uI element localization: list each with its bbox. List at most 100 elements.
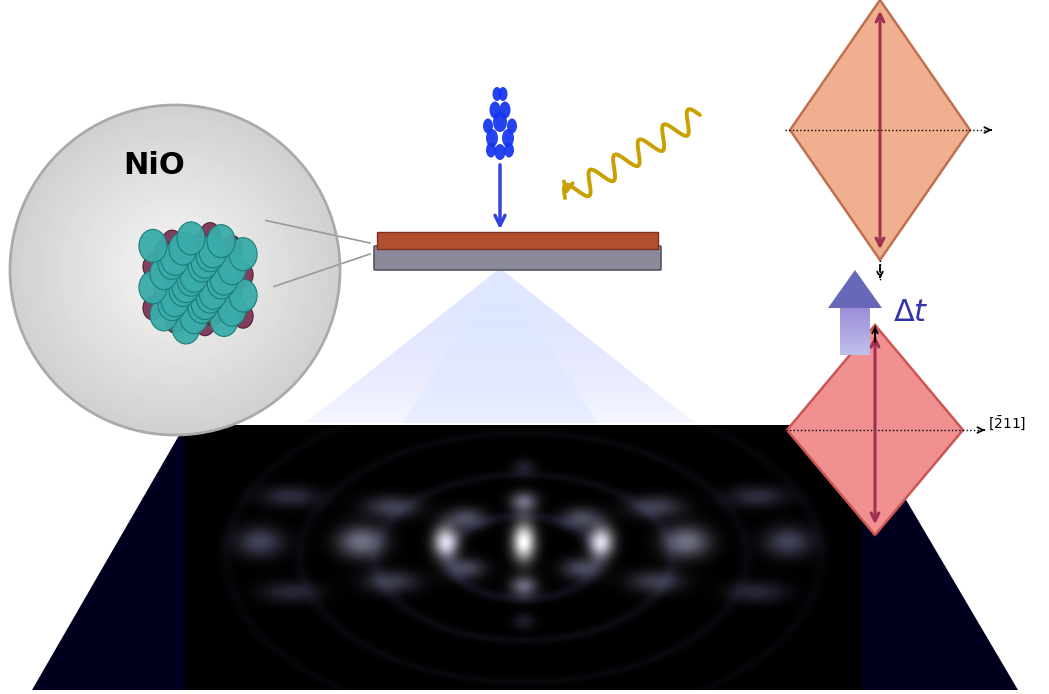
Polygon shape	[33, 425, 1018, 690]
Polygon shape	[315, 413, 685, 415]
Polygon shape	[397, 348, 604, 350]
Bar	[840, 335, 870, 336]
Ellipse shape	[138, 271, 167, 304]
Polygon shape	[392, 350, 607, 353]
Polygon shape	[493, 271, 507, 273]
Circle shape	[33, 127, 318, 413]
Ellipse shape	[176, 295, 196, 319]
Ellipse shape	[200, 223, 220, 246]
Ellipse shape	[169, 232, 197, 265]
Ellipse shape	[184, 285, 204, 309]
Circle shape	[26, 121, 323, 418]
Ellipse shape	[211, 291, 231, 315]
Circle shape	[48, 144, 301, 396]
Ellipse shape	[172, 311, 200, 344]
Polygon shape	[454, 302, 545, 304]
Bar	[840, 344, 870, 346]
Ellipse shape	[483, 119, 493, 133]
Polygon shape	[465, 294, 536, 296]
Circle shape	[43, 138, 307, 402]
Polygon shape	[412, 335, 587, 338]
Ellipse shape	[177, 222, 205, 255]
Polygon shape	[347, 387, 652, 389]
Ellipse shape	[229, 237, 257, 271]
Polygon shape	[468, 291, 533, 294]
Polygon shape	[354, 382, 646, 384]
Ellipse shape	[165, 309, 185, 333]
Polygon shape	[432, 320, 569, 322]
Ellipse shape	[188, 249, 216, 282]
Polygon shape	[400, 346, 601, 348]
Ellipse shape	[176, 253, 196, 278]
Bar	[840, 337, 870, 339]
Polygon shape	[308, 418, 691, 421]
Ellipse shape	[233, 263, 253, 287]
Polygon shape	[367, 371, 634, 374]
Circle shape	[131, 226, 219, 314]
Ellipse shape	[214, 246, 234, 270]
Ellipse shape	[204, 301, 223, 325]
Bar	[840, 347, 870, 348]
Circle shape	[170, 264, 180, 276]
Circle shape	[120, 215, 230, 325]
Polygon shape	[484, 278, 516, 281]
Ellipse shape	[160, 242, 189, 276]
Circle shape	[82, 176, 269, 364]
Polygon shape	[787, 325, 963, 535]
Polygon shape	[327, 403, 672, 405]
Bar	[840, 325, 870, 327]
Polygon shape	[477, 284, 522, 286]
Polygon shape	[474, 286, 526, 289]
Bar	[840, 350, 870, 351]
Circle shape	[158, 253, 192, 287]
Polygon shape	[422, 328, 578, 330]
Ellipse shape	[207, 225, 235, 257]
Bar	[840, 330, 870, 332]
Polygon shape	[344, 389, 656, 392]
Bar	[840, 332, 870, 334]
Polygon shape	[370, 369, 630, 371]
Bar	[840, 317, 870, 319]
Bar	[840, 353, 870, 354]
Ellipse shape	[210, 303, 238, 337]
Bar	[840, 336, 870, 337]
Polygon shape	[461, 296, 539, 299]
Ellipse shape	[196, 280, 224, 313]
Bar	[377, 232, 658, 249]
Ellipse shape	[211, 250, 231, 274]
Bar	[840, 313, 870, 314]
Polygon shape	[335, 397, 666, 400]
Ellipse shape	[494, 144, 506, 160]
Circle shape	[87, 182, 263, 358]
Polygon shape	[406, 340, 594, 343]
Ellipse shape	[214, 287, 234, 312]
Bar	[840, 310, 870, 312]
Polygon shape	[338, 395, 663, 397]
Polygon shape	[497, 268, 504, 271]
Polygon shape	[828, 270, 882, 308]
Ellipse shape	[486, 129, 498, 147]
Bar	[840, 314, 870, 315]
Bar	[840, 329, 870, 330]
Ellipse shape	[158, 246, 186, 279]
Circle shape	[109, 204, 241, 336]
Polygon shape	[403, 343, 598, 346]
Text: $\Delta t$: $\Delta t$	[893, 296, 928, 328]
Circle shape	[10, 105, 340, 435]
Polygon shape	[471, 289, 530, 291]
Ellipse shape	[180, 301, 208, 334]
Ellipse shape	[196, 239, 224, 272]
Polygon shape	[350, 384, 649, 387]
Polygon shape	[318, 410, 682, 413]
Bar	[840, 341, 870, 342]
Ellipse shape	[162, 271, 181, 296]
Ellipse shape	[192, 233, 212, 257]
FancyBboxPatch shape	[374, 246, 661, 270]
Ellipse shape	[233, 304, 253, 328]
Polygon shape	[389, 353, 611, 356]
Bar	[840, 316, 870, 317]
Ellipse shape	[158, 287, 186, 321]
Polygon shape	[415, 332, 584, 335]
Polygon shape	[442, 312, 558, 314]
Polygon shape	[403, 268, 598, 423]
